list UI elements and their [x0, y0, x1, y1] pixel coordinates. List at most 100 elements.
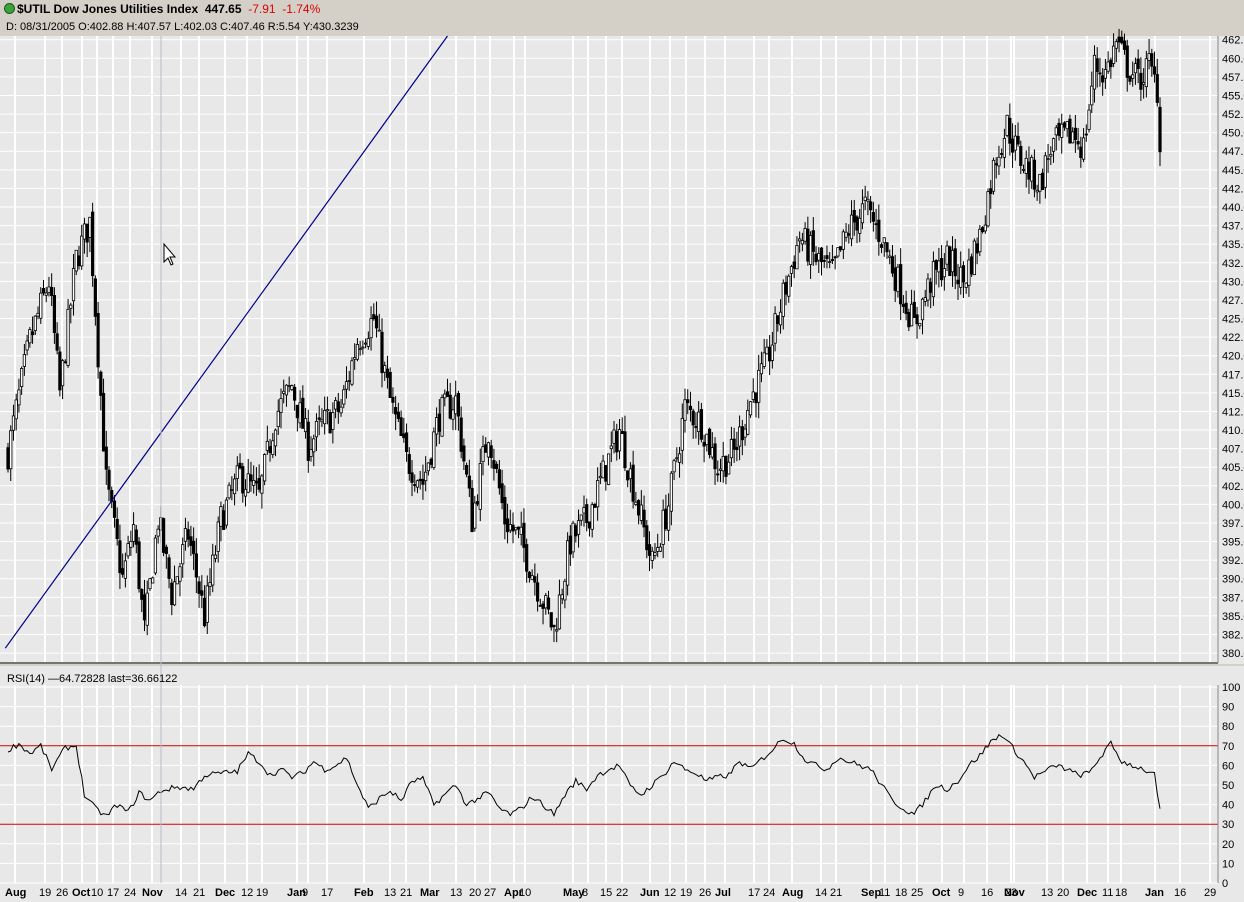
candle-body	[634, 501, 638, 505]
candle-body	[25, 340, 29, 351]
candle-body	[142, 594, 147, 621]
candle-body	[874, 223, 878, 226]
candle-body	[257, 478, 261, 490]
candle-body	[920, 298, 925, 321]
price-tick-label: 422.5	[1222, 332, 1244, 344]
candle-body	[369, 318, 373, 339]
candle-body	[358, 348, 362, 351]
candle-body	[323, 410, 327, 425]
price-tick-label: 402.5	[1222, 481, 1244, 493]
x-tick-label: 11	[879, 887, 890, 899]
price-tick-label: 452.5	[1222, 109, 1244, 121]
price-tick-label: 395.0	[1222, 537, 1244, 549]
x-tick-label: Aug	[5, 887, 26, 899]
candle-body	[694, 426, 698, 428]
rsi-tick-label: 100	[1222, 682, 1240, 694]
candle-body	[852, 209, 856, 223]
trendline-layer	[4, 35, 448, 649]
candle-body	[1152, 66, 1157, 75]
candle-body	[325, 409, 329, 412]
candle-body	[205, 585, 209, 623]
candle-body	[156, 528, 160, 537]
x-tick-label: Dec	[215, 887, 235, 899]
candle-body	[1065, 121, 1069, 130]
price-tick-label: 437.5	[1222, 221, 1244, 233]
candle-body	[426, 462, 430, 472]
x-tick-label: 17	[107, 887, 119, 899]
candle-body	[617, 429, 622, 452]
price-tick-label: 390.0	[1222, 574, 1244, 586]
candle-body	[803, 228, 807, 242]
price-tick-label: 417.5	[1222, 369, 1244, 381]
candle-body	[1016, 135, 1020, 145]
candle-body	[557, 594, 562, 630]
candle-body	[505, 518, 510, 533]
candle-body	[331, 412, 335, 430]
candle-body	[1076, 141, 1080, 145]
candle-body	[896, 266, 900, 293]
candle-body	[811, 230, 815, 252]
ohlc-text: D: 08/31/2005 O:402.88 H:407.57 L:402.03…	[6, 21, 359, 33]
candle-body	[759, 363, 764, 375]
x-tick-label: 21	[830, 887, 842, 899]
candle-body	[481, 446, 485, 463]
candle-body	[754, 392, 758, 404]
candle-body	[645, 525, 649, 551]
candle-body	[186, 529, 190, 540]
candle-body	[959, 266, 963, 288]
status-dot-icon	[4, 3, 15, 14]
candle-body	[798, 238, 802, 242]
candle-body	[85, 223, 89, 243]
candle-body	[707, 428, 712, 455]
candle-body	[525, 544, 529, 572]
candle-body	[945, 245, 949, 265]
candle-body	[972, 240, 976, 276]
candle-body	[402, 433, 406, 439]
x-tick-label: 10	[91, 887, 103, 899]
price-tick-label: 387.5	[1222, 592, 1244, 604]
candle-body	[746, 409, 750, 435]
price-tick-label: 432.5	[1222, 258, 1244, 270]
candle-body	[1019, 145, 1023, 166]
candle-body	[47, 286, 51, 294]
candle-body	[164, 546, 168, 554]
candle-body	[697, 411, 701, 432]
x-tick-label: 10	[519, 887, 531, 899]
candle-body	[192, 540, 196, 555]
trendline	[4, 35, 448, 649]
candle-body	[609, 445, 613, 450]
candle-body	[882, 237, 886, 244]
candle-body	[869, 201, 873, 211]
price-tick-label: 425.0	[1222, 314, 1244, 326]
x-tick-label: 19	[680, 887, 692, 899]
candle-body	[222, 510, 226, 530]
x-tick-label: Aug	[782, 887, 803, 899]
cursor-layer	[160, 36, 177, 883]
candle-body	[1125, 45, 1129, 78]
candle-body	[956, 279, 960, 285]
candle-body	[606, 453, 611, 485]
candle-body	[295, 404, 299, 419]
candle-body	[388, 371, 392, 398]
candle-body	[396, 411, 400, 419]
candle-body	[757, 369, 761, 403]
x-tick-label: 17	[321, 887, 333, 899]
candle-body	[88, 216, 92, 238]
x-tick-label: 29	[1204, 887, 1216, 899]
candle-body	[1139, 72, 1143, 90]
candle-body	[391, 397, 395, 403]
x-tick-label: Sep	[861, 887, 881, 899]
price-tick-label: 440.0	[1222, 202, 1244, 214]
candle-body	[677, 453, 682, 463]
candle-body	[459, 417, 463, 452]
candle-body	[538, 605, 542, 607]
candle-body	[675, 457, 679, 460]
x-tick-label: Jun	[640, 887, 660, 899]
x-tick-label: 18	[895, 887, 907, 899]
candle-body	[849, 214, 854, 240]
candle-body	[871, 212, 875, 222]
candle-body	[66, 308, 70, 366]
